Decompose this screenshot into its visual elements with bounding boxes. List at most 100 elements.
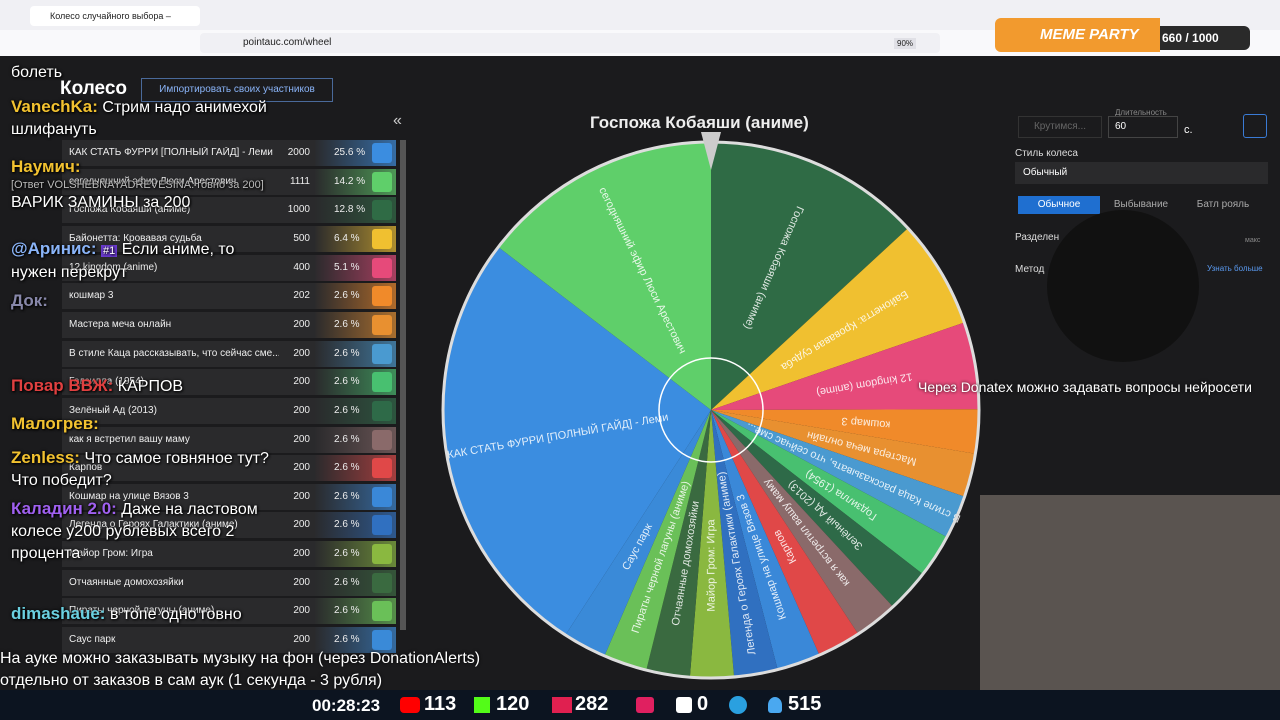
live-count: 282 bbox=[575, 693, 609, 715]
wheel-slice bbox=[689, 410, 735, 678]
chat-text: Стрим надо анимехой шлифануть bbox=[11, 99, 267, 138]
widget-progress: 660 / 1000 bbox=[1160, 26, 1250, 50]
participant-row: сегодняшний эфир Люси Арестович 1111 14.2 … bbox=[62, 168, 396, 195]
participant-name: Мастера меча онлайн bbox=[69, 318, 172, 330]
participant-action[interactable] bbox=[372, 257, 392, 278]
wheel-slice bbox=[711, 410, 923, 607]
participant-name: кошмар 3 bbox=[69, 290, 114, 302]
participant-amount: 200 bbox=[293, 519, 310, 531]
participant-amount: 200 bbox=[293, 318, 310, 330]
music-button[interactable] bbox=[1243, 114, 1267, 138]
participant-action[interactable] bbox=[372, 515, 392, 536]
chat-name: Повар ВВЖ: bbox=[11, 376, 114, 395]
duration-unit: с. bbox=[1184, 124, 1193, 136]
collapse-button[interactable]: « bbox=[393, 112, 402, 129]
participant-name: Годзилла (1954) bbox=[69, 376, 145, 388]
participant-name: Кошмар на улице Вязов 3 bbox=[69, 490, 189, 502]
wheel-slice bbox=[711, 410, 778, 678]
chat-text: Даже на ластовом колесе у200 рублевых вс… bbox=[11, 501, 258, 562]
participant-action[interactable] bbox=[372, 544, 392, 565]
chat-text: Если аниме, то нужен перекрут bbox=[11, 241, 235, 281]
telegram-icon bbox=[729, 696, 747, 714]
widget-title: MEME PARTY bbox=[995, 18, 1160, 52]
zoom[interactable]: 90% bbox=[894, 38, 917, 49]
chat-name: Наумич: bbox=[11, 157, 81, 176]
style-select[interactable]: Обычный bbox=[1015, 162, 1268, 184]
participant-action[interactable] bbox=[372, 143, 392, 163]
wheel-pointer bbox=[701, 132, 721, 170]
participant-name: КАК СТАТЬ ФУРРИ [ПОЛНЫЙ ГАЙД] - Леми bbox=[69, 147, 273, 158]
live-icon bbox=[552, 697, 572, 713]
participant-action[interactable] bbox=[372, 429, 392, 450]
chat-text: Что самое говняное тут? Что победит? bbox=[11, 450, 269, 489]
caption: На ауке можно заказывать музыку на фон (… bbox=[0, 650, 481, 667]
participant-amount: 200 bbox=[293, 462, 310, 474]
chat-name: Zenless: bbox=[11, 448, 80, 467]
style-tab[interactable]: Выбывание bbox=[1113, 199, 1169, 210]
learn-more[interactable]: Узнать больше bbox=[1207, 264, 1263, 273]
wheel-slice bbox=[711, 410, 893, 634]
participant-row: В стиле Каца рассказывать, что сейчас см… bbox=[62, 340, 396, 367]
participant-action[interactable] bbox=[372, 486, 392, 507]
wheel[interactable]: Госпожа Кобаяши (аниме)Байонетта: Кровав… bbox=[430, 130, 1000, 690]
rumble-count: 0 bbox=[697, 693, 709, 715]
style-tab[interactable]: Батл рояль bbox=[1196, 199, 1250, 210]
participant-row: Отчаянные домохозяйки 200 2.6 % bbox=[62, 569, 396, 596]
participant-name: В стиле Каца рассказывать, что сейчас см… bbox=[69, 347, 279, 359]
participant-action[interactable] bbox=[372, 171, 392, 192]
spin-button[interactable]: Крутимся... bbox=[1018, 116, 1102, 138]
participant-amount: 200 bbox=[293, 376, 310, 388]
participant-amount: 200 bbox=[293, 605, 310, 617]
duration-input[interactable]: 60 bbox=[1108, 116, 1178, 138]
chat-text: КАРПОВ bbox=[117, 378, 184, 395]
wheel-slice bbox=[711, 322, 979, 410]
youtube-icon bbox=[400, 697, 420, 713]
participant-name: Байонетта: Кровавая судьба bbox=[69, 232, 202, 244]
chat-name: Каладин 2.0: bbox=[11, 499, 117, 518]
participant-row: 12 kingdom (anime) 400 5.1 % bbox=[62, 254, 396, 281]
rumble-icon bbox=[676, 697, 692, 713]
chat-name: Док: bbox=[11, 291, 48, 310]
participant-action[interactable] bbox=[372, 458, 392, 479]
style-tab[interactable]: Обычное bbox=[1018, 196, 1100, 214]
participant-row: Саус парк 200 2.6 % bbox=[62, 627, 396, 654]
wheel-slice bbox=[646, 410, 711, 678]
participant-name: сегодняшний эфир Люси Арестович bbox=[69, 175, 237, 187]
participant-action[interactable] bbox=[372, 343, 392, 364]
participant-name: Легенда о Героях Галактики (аниме) bbox=[69, 519, 238, 531]
wheel-slice bbox=[711, 410, 820, 670]
chat-name: Малогрев: bbox=[11, 414, 99, 433]
tab[interactable]: Колесо случайного выбора – bbox=[30, 6, 200, 26]
wheel-slice bbox=[711, 228, 965, 410]
participant-action[interactable] bbox=[372, 228, 392, 249]
wheel-slice bbox=[711, 409, 979, 454]
participant-action[interactable] bbox=[372, 372, 392, 393]
participant-action[interactable] bbox=[372, 601, 392, 622]
url: pointauc.com/wheel bbox=[243, 37, 332, 48]
participant-amount: 200 bbox=[293, 490, 310, 502]
wheel-winner: Госпожа Кобаяши (аниме) bbox=[590, 113, 809, 132]
participant-row: Карпов 200 2.6 % bbox=[62, 455, 396, 482]
participant-name: Зелёный Ад (2013) bbox=[69, 404, 157, 416]
caption: отдельно от заказов в сам аук (1 секунда… bbox=[0, 672, 383, 689]
participant-row: Госпожа Кобаяши (аниме) 1000 12.8 % bbox=[62, 197, 396, 224]
wheel-slice bbox=[604, 410, 711, 671]
participant-amount: 200 bbox=[293, 347, 310, 359]
participant-amount: 202 bbox=[293, 290, 310, 302]
viewers-icon bbox=[768, 697, 782, 713]
import-button[interactable]: Импортировать своих участников bbox=[141, 78, 333, 102]
duration-label: Длительность bbox=[1115, 108, 1167, 117]
address-bar[interactable] bbox=[200, 33, 940, 53]
kick-count: 120 bbox=[496, 693, 530, 715]
participant-action[interactable] bbox=[372, 400, 392, 421]
participant-action[interactable] bbox=[372, 314, 392, 335]
participant-row: Легенда о Героях Галактики (аниме) 200 2.6… bbox=[62, 512, 396, 539]
participant-action[interactable] bbox=[372, 286, 392, 307]
participant-action[interactable] bbox=[372, 572, 392, 593]
participant-action[interactable] bbox=[372, 200, 392, 221]
participant-row: как я встретил вашу маму 200 2.6 % bbox=[62, 426, 396, 453]
participant-action[interactable] bbox=[372, 630, 392, 651]
scrollbar[interactable] bbox=[400, 140, 406, 630]
wheel-slice bbox=[711, 410, 965, 538]
